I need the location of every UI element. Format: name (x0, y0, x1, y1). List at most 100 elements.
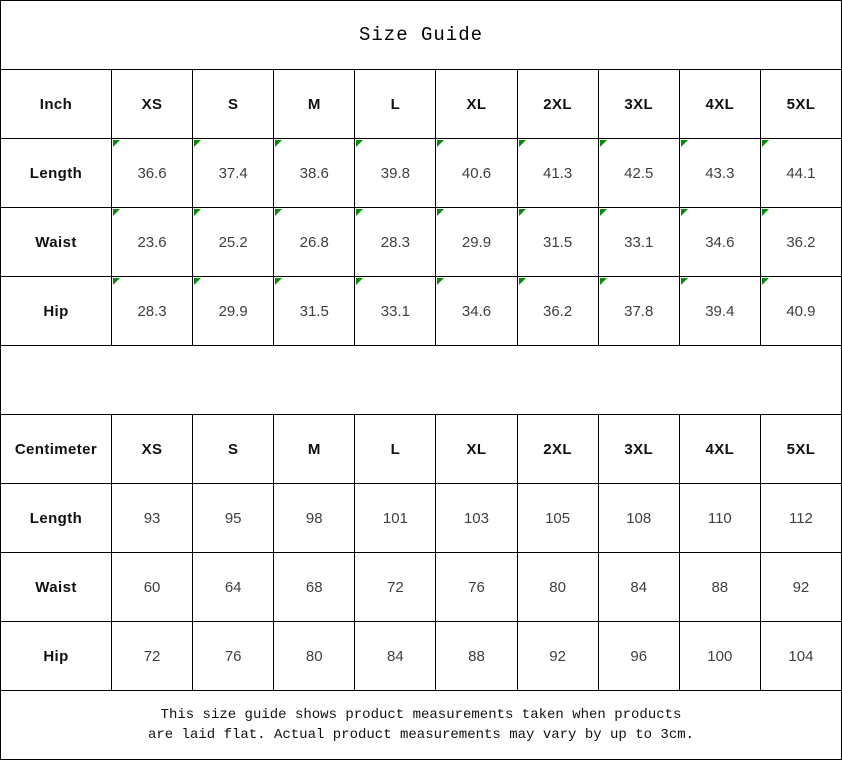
measurement-value-cell-text: 37.8 (624, 302, 654, 320)
measurement-value-cell-text: 31.5 (299, 302, 329, 320)
size-header-cell-text: 3XL (624, 95, 654, 113)
cell-corner-marker-icon (518, 209, 526, 216)
measurement-value-cell: 29.9 (192, 277, 274, 346)
measurement-value-cell: 76 (192, 622, 274, 691)
measurement-value-cell: 103 (435, 484, 517, 553)
measurement-value-cell-text: 39.4 (705, 302, 735, 320)
measurement-value-cell-text: 92 (549, 647, 566, 665)
size-header-cell: 2XL (516, 415, 598, 484)
measurement-value-cell: 37.8 (597, 277, 679, 346)
measurement-value-cell-text: 60 (143, 578, 161, 596)
measurement-value-cell-text: 36.2 (543, 302, 573, 320)
measurement-value-cell: 31.5 (273, 277, 355, 346)
measurement-value-cell: 37.4 (192, 139, 274, 208)
measurement-value-cell: 33.1 (354, 277, 436, 346)
footer-note-line1: This size guide shows product measuremen… (160, 707, 682, 723)
measurement-value-cell: 34.6 (435, 277, 517, 346)
unit-header-cell-text: Inch (39, 95, 73, 113)
measurement-value-cell-text: 72 (387, 578, 404, 596)
measurement-value-cell: 26.8 (273, 208, 355, 277)
measurement-value-cell-text: 34.6 (461, 302, 492, 320)
measurement-value-cell: 104 (759, 622, 841, 691)
size-header-cell-text: L (390, 95, 401, 113)
measurement-value-cell: 80 (273, 622, 355, 691)
size-header-cell-text: 5XL (786, 440, 816, 458)
unit-header-cell: Centimeter (1, 415, 111, 484)
measurement-value-cell: 42.5 (597, 139, 679, 208)
cell-corner-marker-icon (275, 209, 283, 216)
size-header-cell: 3XL (597, 70, 679, 139)
table-spacer-row (1, 346, 841, 415)
measurement-value-cell-text: 72 (143, 647, 161, 665)
size-header-cell-text: 4XL (705, 440, 735, 458)
measurement-value-cell-text: 93 (143, 509, 161, 527)
cell-corner-marker-icon (194, 209, 202, 216)
cell-corner-marker-icon (437, 209, 445, 216)
size-header-cell: S (192, 70, 274, 139)
measurement-value-cell-text: 92 (792, 578, 810, 596)
measurement-value-cell-text: 40.9 (786, 302, 816, 320)
measurement-label-cell: Hip (1, 622, 111, 691)
measurement-value-cell: 28.3 (354, 208, 436, 277)
footer-note: This size guide shows product measuremen… (1, 691, 841, 759)
measurement-value-cell-text: 104 (788, 647, 814, 665)
measurement-value-cell: 112 (759, 484, 841, 553)
cell-corner-marker-icon (356, 140, 364, 147)
measurement-value-cell: 38.6 (273, 139, 355, 208)
measurement-value-cell: 60 (111, 553, 193, 622)
measurement-value-cell-text: 100 (707, 647, 733, 665)
size-header-cell: XS (111, 415, 193, 484)
measurement-value-cell-text: 88 (468, 647, 485, 665)
measurement-label-cell: Length (1, 484, 111, 553)
measurement-value-cell-text: 34.6 (705, 233, 735, 251)
measurement-value-cell: 88 (678, 553, 760, 622)
measurement-value-cell: 64 (192, 553, 274, 622)
measurement-label-cell-text: Length (29, 164, 83, 182)
measurement-value-cell-text: 28.3 (380, 233, 410, 251)
measurement-value-cell-text: 25.2 (218, 233, 248, 251)
cell-corner-marker-icon (113, 140, 120, 147)
measurement-label-cell: Length (1, 139, 111, 208)
cell-corner-marker-icon (761, 278, 769, 285)
measurement-value-cell: 92 (759, 553, 841, 622)
measurement-value-cell: 105 (516, 484, 598, 553)
measurement-value-cell-text: 95 (224, 509, 242, 527)
measurement-value-cell-text: 44.1 (786, 164, 816, 182)
measurement-value-cell: 40.6 (435, 139, 517, 208)
measurement-value-cell: 39.4 (678, 277, 760, 346)
measurement-value-cell-text: 28.3 (137, 302, 167, 320)
measurement-value-cell-text: 33.1 (380, 302, 410, 320)
measurement-value-cell-text: 108 (626, 509, 652, 527)
measurement-value-cell-text: 38.6 (299, 164, 329, 182)
measurement-value-cell: 36.2 (516, 277, 598, 346)
measurement-value-cell: 40.9 (759, 277, 841, 346)
measurement-value-cell: 92 (516, 622, 598, 691)
measurement-value-cell-text: 37.4 (218, 164, 248, 182)
measurement-value-cell-text: 110 (707, 509, 732, 527)
measurement-value-cell-text: 68 (305, 578, 323, 596)
measurement-value-cell: 72 (111, 622, 193, 691)
cell-corner-marker-icon (437, 140, 445, 147)
measurement-value-cell-text: 80 (549, 578, 566, 596)
cell-corner-marker-icon (761, 209, 769, 216)
measurement-label-cell: Waist (1, 208, 111, 277)
size-header-cell: 2XL (516, 70, 598, 139)
size-header-cell: XL (435, 415, 517, 484)
measurement-value-cell-text: 112 (788, 509, 813, 527)
size-header-cell: 5XL (759, 70, 841, 139)
measurement-value-cell: 80 (516, 553, 598, 622)
size-header-cell: XS (111, 70, 193, 139)
measurement-value-cell-text: 105 (545, 509, 571, 527)
unit-header-cell-text: Centimeter (14, 440, 98, 458)
measurement-value-cell: 36.2 (759, 208, 841, 277)
measurement-value-cell-text: 84 (387, 647, 404, 665)
measurement-label-cell-text: Hip (43, 302, 69, 320)
measurement-label-cell: Waist (1, 553, 111, 622)
measurement-value-cell-text: 36.6 (137, 164, 167, 182)
measurement-value-cell: 41.3 (516, 139, 598, 208)
cell-corner-marker-icon (518, 278, 526, 285)
size-header-cell: L (354, 415, 436, 484)
size-header-cell: M (273, 70, 355, 139)
measurement-value-cell-text: 29.9 (461, 233, 492, 251)
size-header-cell-text: S (227, 95, 239, 113)
